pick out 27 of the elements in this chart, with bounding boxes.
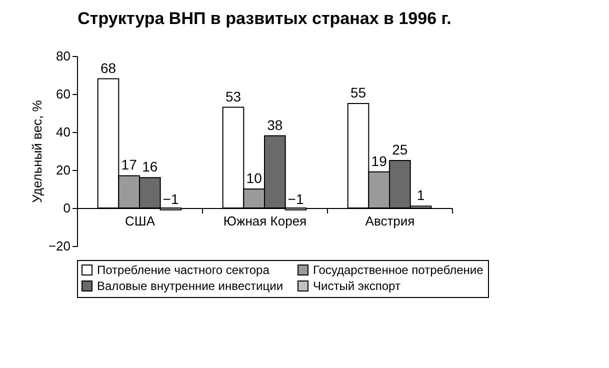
y-tick-label: −20 <box>48 238 70 254</box>
chart-title: Структура ВНП в развитых странах в 1996 г. <box>78 9 452 28</box>
data-label: 68 <box>100 60 116 76</box>
data-label: 17 <box>121 156 138 173</box>
x-tick-label: США <box>125 214 156 228</box>
data-label: 16 <box>142 158 158 175</box>
data-label: 38 <box>267 116 283 133</box>
data-label: 1 <box>416 187 425 204</box>
y-tick-label: 0 <box>63 200 70 216</box>
y-tick-label: 60 <box>56 86 70 102</box>
data-label: 55 <box>350 84 366 100</box>
legend-label: Валовые внутренние инвестиции <box>97 279 284 293</box>
data-label: 19 <box>371 152 388 169</box>
legend-label: Государственное потребление <box>313 263 484 277</box>
data-label: 53 <box>225 88 242 104</box>
x-tick-label: Южная Корея <box>223 214 307 228</box>
legend-label: Чистый экспорт <box>313 279 401 293</box>
y-tick-label: 20 <box>56 162 70 178</box>
data-label: 10 <box>246 170 262 186</box>
data-label: −1 <box>288 190 304 207</box>
y-tick-label: 40 <box>56 124 70 140</box>
y-tick-label: 80 <box>56 48 70 64</box>
legend-label: Потребление частного сектора <box>97 263 270 277</box>
data-label: −1 <box>162 190 179 207</box>
x-tick-label: Австрия <box>365 214 415 228</box>
data-label: 25 <box>392 142 408 158</box>
y-axis-title: Удельный вес, % <box>29 100 44 203</box>
